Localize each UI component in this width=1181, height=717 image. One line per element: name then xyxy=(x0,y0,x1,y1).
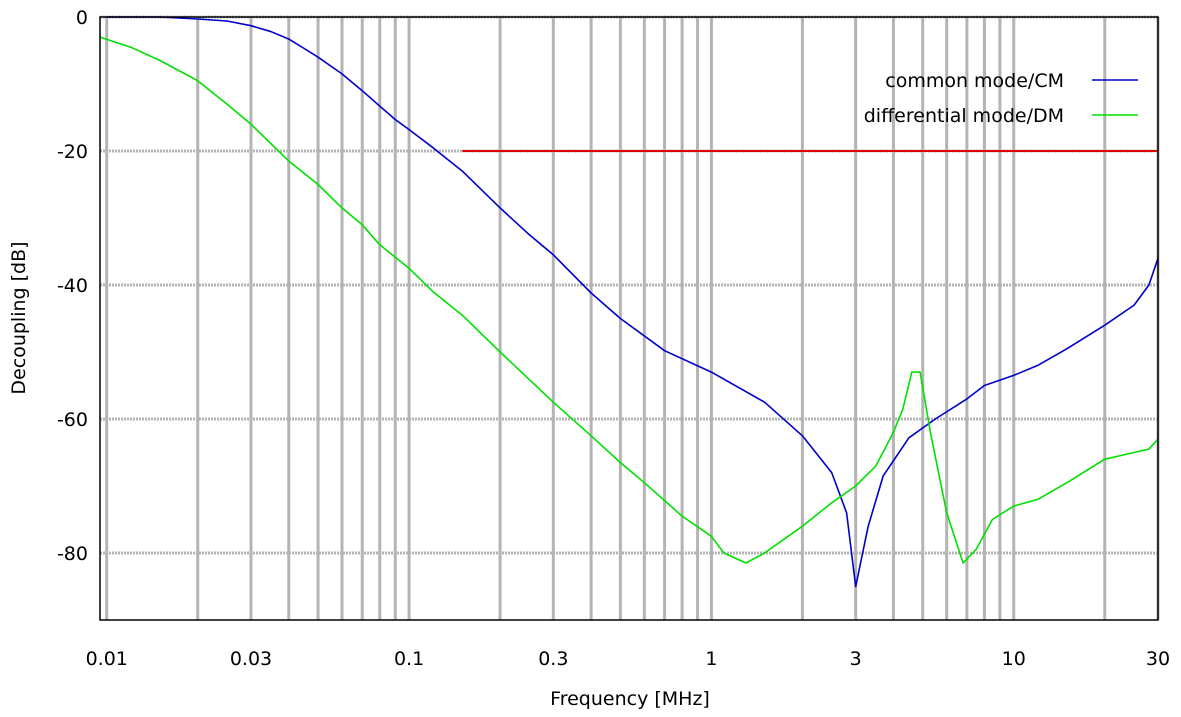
x-tick-label: 0.3 xyxy=(538,648,568,670)
x-axis-title: Frequency [MHz] xyxy=(550,688,710,710)
y-tick-label: -60 xyxy=(57,409,88,431)
x-tick-label: 10 xyxy=(1002,648,1026,670)
x-tick-label: 3 xyxy=(850,648,862,670)
y-tick-label: -40 xyxy=(57,275,88,297)
y-tick-labels: 0 -20 -40 -60 -80 xyxy=(57,7,88,565)
x-tick-label: 30 xyxy=(1146,648,1170,670)
series-layer xyxy=(99,16,1159,588)
x-tick-label: 0.03 xyxy=(230,648,272,670)
legend-label: common mode/CM xyxy=(885,70,1064,92)
legend-label: differential mode/DM xyxy=(864,105,1064,127)
series-line-common-mode xyxy=(106,16,1159,588)
x-tick-label: 1 xyxy=(705,648,717,670)
legend: common mode/CM differential mode/DM xyxy=(864,70,1138,127)
series-line-differential-mode xyxy=(99,36,1159,564)
x-tick-labels: 0.01 0.03 0.1 0.3 1 3 10 30 xyxy=(86,648,1171,670)
y-axis-title: Decoupling [dB] xyxy=(8,241,30,394)
y-tick-label: 0 xyxy=(76,7,88,29)
x-tick-label: 0.01 xyxy=(86,648,128,670)
y-tick-label: -80 xyxy=(57,543,88,565)
plot-frame xyxy=(99,16,1159,621)
x-tick-label: 0.1 xyxy=(394,648,424,670)
y-tick-label: -20 xyxy=(57,141,88,163)
